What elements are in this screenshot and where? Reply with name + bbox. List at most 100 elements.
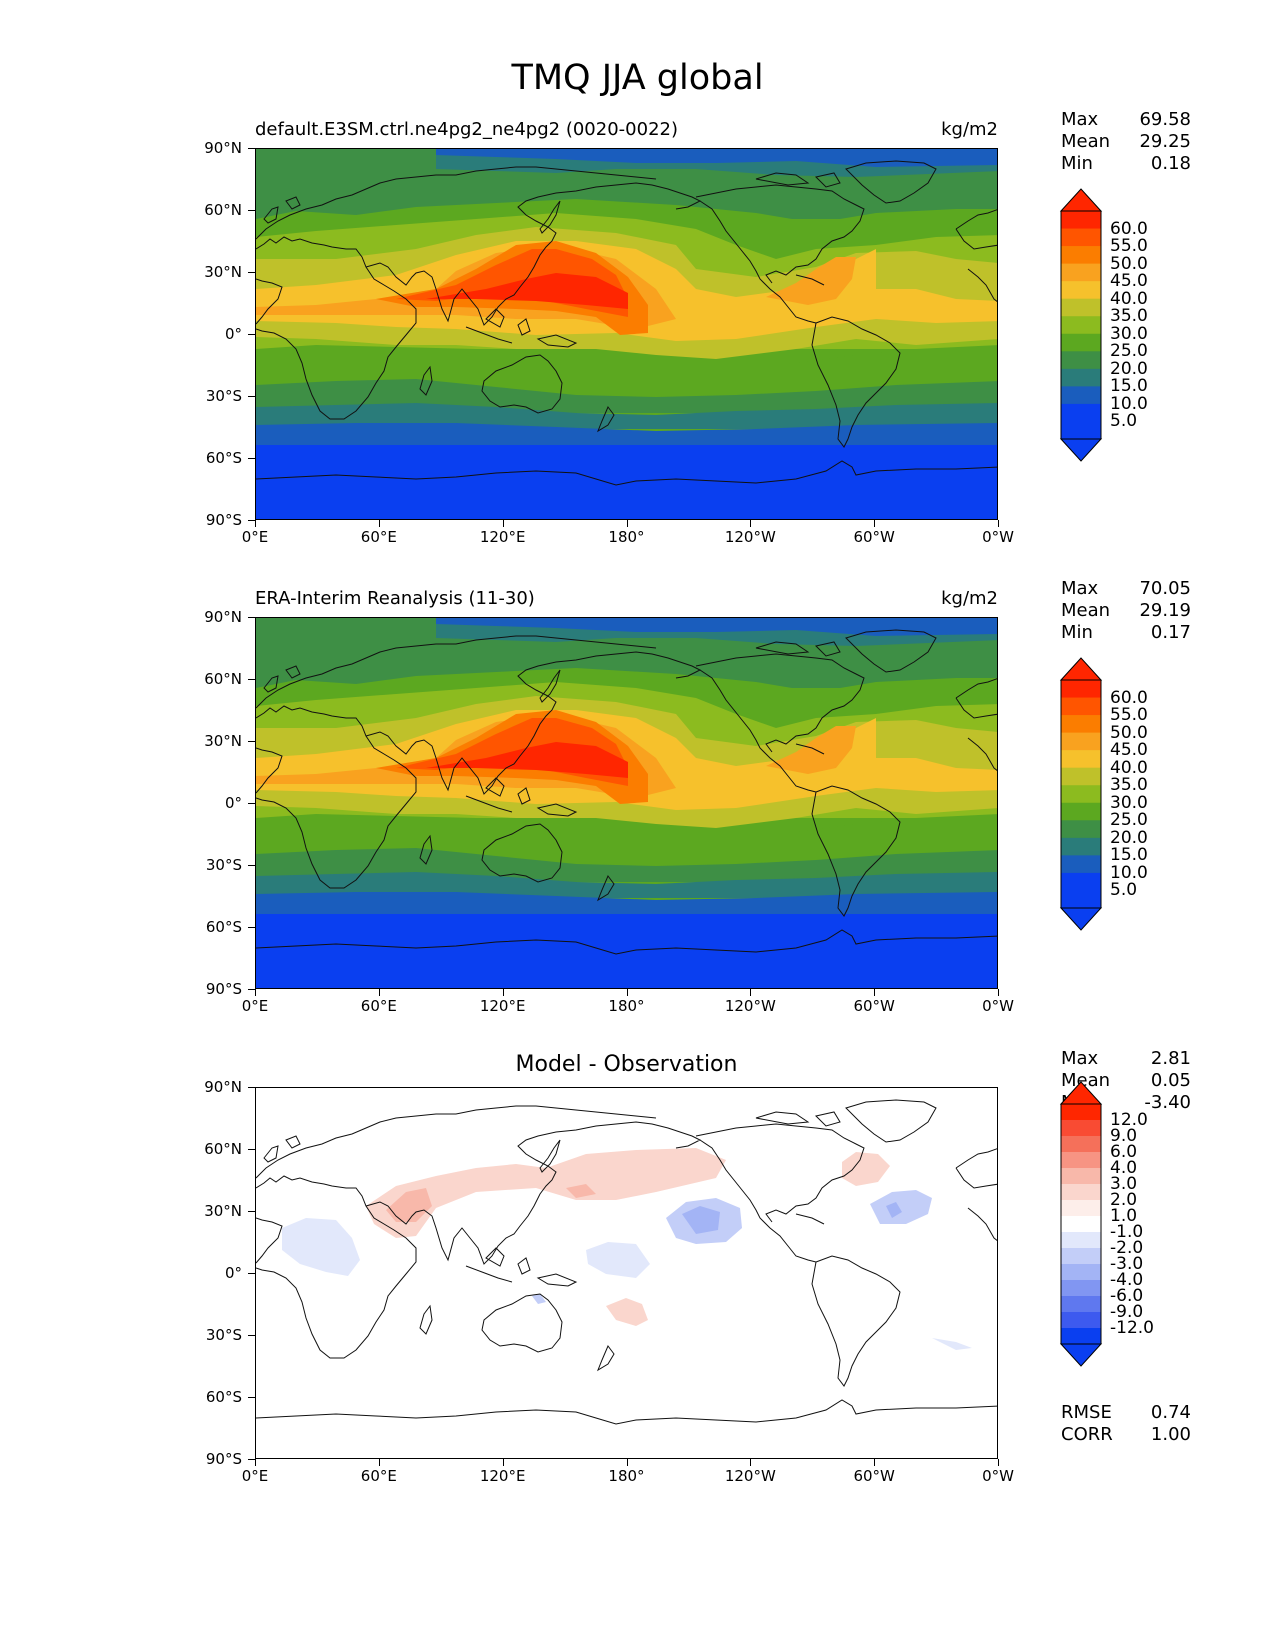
lat-tick-label: 30°N [204,1202,242,1220]
colorbar-field [1059,657,1103,931]
lon-tick-mark [502,989,504,996]
lon-tick-mark [874,1459,876,1466]
colorbar-tick-label: 4.0 [1110,1158,1138,1178]
lon-tick-mark [874,520,876,527]
colorbar-tick-label: 1.0 [1110,1206,1138,1226]
figure-title: TMQ JJA global [511,58,764,98]
colorbar-tick-label: 60.0 [1110,218,1148,239]
lon-tick-mark [998,1459,999,1466]
colorbar-frame [1060,1103,1102,1345]
lat-tick-label: 30°N [204,263,242,281]
colorbar-segment [1061,855,1101,874]
colorbar-tick-label: 20.0 [1110,827,1148,848]
stats-box: Max 70.05 Mean 29.19 Min 0.17 [1061,578,1191,644]
colorbar-segment [1061,802,1101,821]
colorbar-segment [1061,890,1101,909]
colorbar-tick-label: 50.0 [1110,722,1148,743]
panel-title: default.E3SM.ctrl.ne4pg2_ne4pg2 (0020-00… [255,119,678,140]
lon-tick-mark [378,1459,380,1466]
stat-label: Min [1061,153,1093,174]
colorbar-tick-label: 10.0 [1110,862,1148,883]
colorbar-tick-label: 5.0 [1110,880,1138,901]
colorbar-segment [1061,1200,1101,1217]
lat-tick-mark [248,1149,255,1150]
lat-tick-mark [248,1211,255,1212]
lat-tick-label: 0° [224,1264,242,1282]
lon-tick-label: 180° [608,997,645,1015]
stat-label: Max [1061,578,1099,599]
lat-tick-mark [248,210,255,211]
lat-tick-label: 60°S [205,1388,242,1406]
map-field [255,148,998,520]
colorbar-tick-label: -6.0 [1110,1286,1144,1306]
colorbar-segment [1061,732,1101,751]
colorbar-segment [1061,1232,1101,1249]
lat-tick-mark [248,1397,255,1398]
stat-value: 29.25 [1139,131,1191,152]
colorbar-segment [1061,1312,1101,1329]
colorbar-segment [1061,1280,1101,1297]
stat-label: CORR [1061,1424,1113,1445]
lon-tick-mark [502,520,504,527]
colorbar-extend-min [1059,1343,1103,1367]
lon-tick-label: 120°W [724,997,776,1015]
colorbar-tick-label: 35.0 [1110,775,1148,796]
colorbar-segment [1061,837,1101,856]
lon-tick-mark [750,1459,752,1466]
lat-tick-label: 90°S [205,980,242,998]
lon-tick-mark [378,520,380,527]
colorbar-segment [1061,872,1101,891]
colorbar-tick-label: 30.0 [1110,792,1148,813]
colorbar-segment [1061,680,1101,699]
colorbar-segment [1061,351,1101,370]
lon-tick-mark [378,989,380,996]
lat-tick-label: 30°S [205,856,242,874]
colorbar-segment [1061,1296,1101,1313]
lon-tick-mark [874,989,876,996]
panel-obs: ERA-Interim Reanalysis (11-30) kg/m2 [0,588,1275,1048]
colorbar-segment [1061,785,1101,804]
lon-tick-mark [626,1459,628,1466]
lon-tick-mark [502,1459,504,1466]
lon-tick-label: 0°W [982,997,1014,1015]
lat-tick-label: 30°N [204,732,242,750]
lat-tick-label: 60°S [205,918,242,936]
units-label: kg/m2 [941,588,998,609]
lat-tick-mark [248,458,255,459]
map-field [255,617,998,989]
colorbar-tick-label: 20.0 [1110,358,1148,379]
lat-tick-label: 60°N [204,201,242,219]
lon-tick-label: 60°E [360,997,397,1015]
colorbar-tick-label: 12.0 [1110,1110,1148,1130]
lon-tick-label: 60°E [360,528,397,546]
stat-label: Mean [1061,1070,1111,1091]
stats-box: Max 69.58 Mean 29.25 Min 0.18 [1061,109,1191,175]
lon-tick-mark [750,989,752,996]
colorbar-segment [1061,1152,1101,1169]
lat-tick-label: 90°S [205,1450,242,1468]
lat-tick-mark [248,617,255,618]
panel-title: Model - Observation [515,1052,738,1077]
stat-value: 0.17 [1150,622,1191,643]
colorbar-segment [1061,263,1101,282]
colorbar-segment [1061,211,1101,230]
lon-tick-mark [626,989,628,996]
colorbar-extend-min [1059,907,1103,931]
colorbar-frame [1060,679,1102,909]
colorbar-tick-label: -4.0 [1110,1270,1144,1290]
lon-tick-mark [255,520,256,527]
colorbar-segment [1061,333,1101,352]
colorbar-segment [1061,228,1101,247]
colorbar-tick-label: -1.0 [1110,1222,1144,1242]
stat-value: 0.18 [1150,153,1191,174]
stat-row: Max 70.05 [1061,578,1191,600]
lon-tick-label: 180° [608,528,645,546]
lat-tick-label: 60°S [205,449,242,467]
lon-tick-mark [255,989,256,996]
colorbar-tick-label: 9.0 [1110,1126,1138,1146]
colorbar-tick-label: 6.0 [1110,1142,1138,1162]
lat-tick-mark [248,927,255,928]
colorbar-tick-label: -3.0 [1110,1254,1144,1274]
stat-row: Max 2.81 [1061,1048,1191,1070]
